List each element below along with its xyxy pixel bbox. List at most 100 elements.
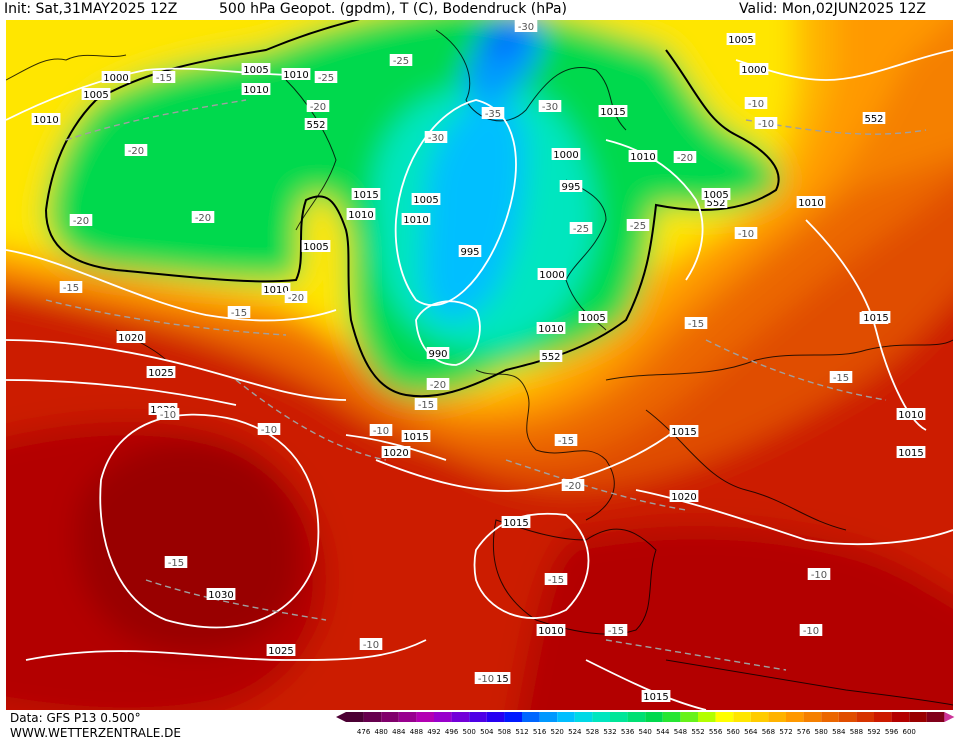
pressure-label: 1010	[798, 198, 823, 209]
scale-tick-label: 584	[832, 728, 846, 736]
scale-tick-label: 528	[586, 728, 599, 736]
scale-tick-label: 480	[375, 728, 388, 736]
scale-cell	[592, 712, 610, 722]
scale-tick-label: 544	[656, 728, 670, 736]
scale-tick-label: 552	[691, 728, 704, 736]
scale-cell	[803, 712, 822, 722]
pressure-label: 1015	[403, 432, 428, 443]
pressure-label-box	[896, 408, 926, 420]
pressure-label-box	[281, 68, 311, 80]
temperature-label-box	[554, 434, 578, 446]
temperature-label: -25	[630, 221, 646, 232]
pressure-label: 1010	[33, 115, 58, 126]
pressure-label-box	[458, 245, 482, 257]
pressure-label: 1025	[148, 368, 173, 379]
pressure-label: 1015	[503, 518, 528, 529]
temperature-label-box	[744, 97, 768, 109]
pressure-label: 1010	[243, 85, 268, 96]
scale-cell	[381, 712, 399, 722]
temperature-label-box	[284, 291, 308, 303]
scale-cell	[662, 712, 681, 722]
scale-cell	[486, 712, 505, 722]
scale-cell	[451, 712, 470, 722]
scale-cell	[733, 712, 751, 722]
pressure-label: 552	[864, 114, 883, 125]
pressure-label-box	[539, 350, 563, 362]
temperature-label-box	[734, 227, 758, 239]
scale-tick-label: 516	[533, 728, 547, 736]
pressure-label: 1005	[303, 242, 328, 253]
scale-cell	[821, 712, 839, 722]
map-canvas: 1005 1000 1005 1010 1010 1010 552 1015 1010 1005 1…	[6, 20, 953, 710]
scale-tick-label: 592	[867, 728, 880, 736]
temperature-label-box	[544, 573, 568, 585]
scale-tick-label: 576	[797, 728, 811, 736]
temperature-label: -15	[833, 373, 849, 384]
temperature-label: -20	[128, 146, 144, 157]
scale-tick-label: 568	[762, 728, 775, 736]
temperature-label: -25	[393, 56, 409, 67]
temperature-label-box	[389, 54, 413, 66]
geopotential-552-line	[45, 20, 780, 398]
scale-cell	[504, 712, 522, 722]
pressure-label: 1015	[353, 190, 378, 201]
scale-cell	[926, 712, 945, 722]
temperature-labels: -30 -25 -15 -25 -20 -20 -20 -30 -35 -30 -25 -20 -20 -…	[59, 20, 853, 685]
scale-cell	[856, 712, 874, 722]
pressure-label: 1010	[630, 152, 655, 163]
pressure-label: 995	[561, 182, 580, 193]
pressure-label-box	[628, 150, 658, 162]
temperature-label: -10	[363, 640, 379, 651]
pressure-label-box	[304, 118, 328, 130]
scale-tick-label: 540	[639, 728, 652, 736]
temperature-label: -15	[558, 436, 574, 447]
pressure-label-box	[726, 33, 756, 45]
map-title: 500 hPa Geopot. (gpdm), T (C), Bodendruc…	[219, 1, 567, 17]
temperature-label: -20	[310, 102, 326, 113]
temperature-label-box	[424, 131, 448, 143]
pressure-label: 1000	[553, 150, 578, 161]
temperature-label-box	[481, 107, 505, 119]
temperature-label-box	[514, 20, 538, 32]
pressure-label: 1020	[383, 448, 408, 459]
scale-cell	[715, 712, 734, 722]
pressure-label-box	[641, 690, 671, 702]
pressure-label: 1020	[118, 333, 143, 344]
temperature-label: -20	[430, 380, 446, 391]
scale-cell	[363, 712, 382, 722]
temperature-label: -15	[548, 575, 564, 586]
scale-cell	[891, 712, 910, 722]
scale-tick-label: 504	[480, 728, 494, 736]
pressure-label: 1010	[283, 70, 308, 81]
pressure-label: 1010	[348, 210, 373, 221]
init-time: Init: Sat,31MAY2025 12Z	[4, 1, 178, 17]
pressure-label: 1010	[263, 285, 288, 296]
temperature-label-box	[314, 71, 338, 83]
pressure-label-box	[537, 268, 567, 280]
pressure-label: 1015	[863, 313, 888, 324]
scale-tick-label: 476	[357, 728, 371, 736]
temperature-label: -15	[168, 558, 184, 569]
scale-cell	[539, 712, 558, 722]
pressure-label: 1005	[243, 65, 268, 76]
scale-tick-label: 556	[709, 728, 723, 736]
scale-cell	[627, 712, 646, 722]
pressure-label: 1010	[403, 215, 428, 226]
temperature-label: -10	[373, 426, 389, 437]
temperature-label: -15	[608, 626, 624, 637]
pressure-label-box	[426, 347, 450, 359]
pressure-label: 1010	[898, 410, 923, 421]
pressure-label-box	[598, 105, 628, 117]
temperature-label-box	[426, 378, 450, 390]
temperature-label-box	[227, 306, 251, 318]
pressure-label-box	[551, 148, 581, 160]
temperature-label-box	[164, 556, 188, 568]
temperature-label: -10	[811, 570, 827, 581]
pressure-label: 1005	[703, 190, 728, 201]
temperature-label: -10	[261, 425, 277, 436]
scale-cell	[574, 712, 593, 722]
scale-tick-label: 588	[850, 728, 863, 736]
temperature-label: -10	[758, 119, 774, 130]
pressure-label-box	[536, 624, 566, 636]
pressure-label-box	[101, 71, 131, 83]
